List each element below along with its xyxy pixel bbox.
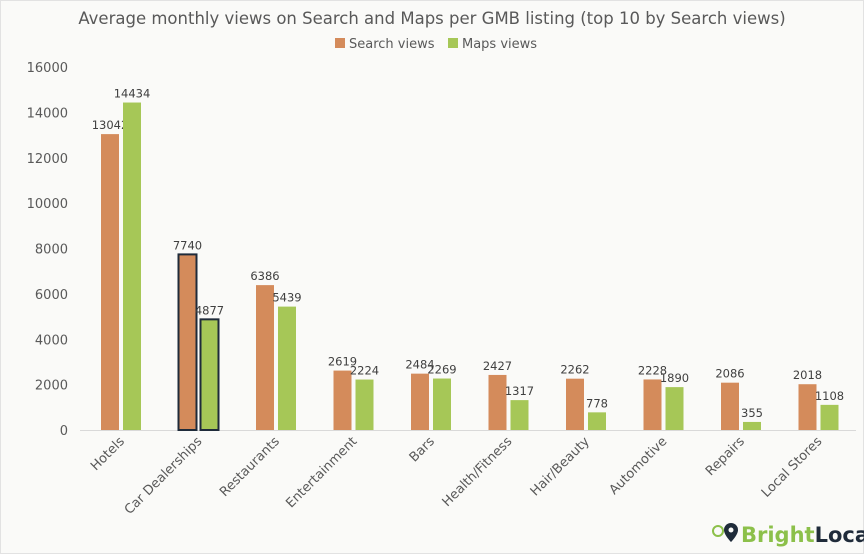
search-bar bbox=[798, 384, 817, 430]
maps-bar bbox=[433, 378, 451, 430]
x-tick-label: Hair/Beauty bbox=[528, 434, 593, 499]
data-label: 2484 bbox=[405, 358, 434, 372]
maps-bar bbox=[743, 421, 761, 430]
x-tick-label: Entertainment bbox=[283, 434, 360, 511]
data-label: 2619 bbox=[328, 355, 357, 369]
search-bar bbox=[488, 374, 507, 430]
x-tick-label: Health/Fitness bbox=[440, 434, 516, 510]
data-label: 1890 bbox=[660, 371, 689, 385]
data-label: 13042 bbox=[92, 118, 129, 132]
legend-swatch-search bbox=[335, 38, 345, 48]
data-label: 355 bbox=[741, 406, 763, 420]
x-tick-label: Hotels bbox=[88, 434, 128, 474]
data-label: 2427 bbox=[483, 359, 512, 373]
data-label: 5439 bbox=[272, 291, 301, 305]
x-tick-label: Local Stores bbox=[759, 434, 826, 501]
pin-dot bbox=[728, 527, 734, 533]
maps-bar bbox=[355, 379, 374, 430]
y-tick-label: 6000 bbox=[35, 288, 68, 303]
search-bar bbox=[643, 379, 662, 430]
data-label: 1108 bbox=[815, 389, 844, 403]
data-label: 6386 bbox=[250, 269, 279, 283]
data-label: 2228 bbox=[638, 363, 667, 377]
search-bar bbox=[333, 370, 352, 430]
data-label: 1317 bbox=[505, 384, 534, 398]
maps-bar bbox=[199, 318, 220, 431]
maps-bar bbox=[665, 387, 684, 430]
y-tick-label: 2000 bbox=[35, 379, 68, 394]
search-bar bbox=[721, 382, 739, 430]
x-tick-label: Car Dealerships bbox=[122, 434, 206, 518]
search-bar bbox=[256, 285, 274, 430]
search-bar bbox=[566, 378, 584, 430]
search-bar bbox=[411, 373, 429, 430]
search-bar bbox=[101, 134, 119, 430]
y-axis: 0 2000 4000 6000 8000 10000 12000 14000 16000 bbox=[27, 61, 68, 439]
logo-text-bright: Bright bbox=[741, 523, 815, 547]
y-tick-label: 8000 bbox=[35, 243, 68, 258]
chart-title: Average monthly views on Search and Maps… bbox=[78, 9, 785, 28]
data-label: 2269 bbox=[427, 363, 456, 377]
data-label: 2086 bbox=[715, 367, 744, 381]
search-bar bbox=[177, 253, 198, 431]
maps-bar bbox=[123, 102, 141, 430]
maps-bar bbox=[588, 412, 606, 430]
y-tick-label: 16000 bbox=[27, 61, 68, 76]
data-label: 2018 bbox=[793, 368, 822, 382]
x-tick-label: Automotive bbox=[607, 434, 671, 498]
brightlocal-logo: BrightLocal bbox=[712, 523, 864, 547]
x-tick-label: Repairs bbox=[703, 434, 748, 479]
data-label: 778 bbox=[586, 396, 608, 410]
pin-heart-icon bbox=[712, 525, 724, 537]
logo-text-local: Local bbox=[815, 523, 864, 547]
legend-label-search: Search views bbox=[349, 37, 435, 52]
legend: Search views Maps views bbox=[335, 37, 537, 52]
y-tick-label: 12000 bbox=[27, 152, 68, 167]
maps-bar bbox=[278, 306, 296, 430]
data-label: 4877 bbox=[195, 303, 224, 317]
data-label: 7740 bbox=[173, 238, 202, 252]
data-label: 14434 bbox=[114, 87, 151, 101]
logo-text: BrightLocal bbox=[741, 523, 864, 547]
y-tick-label: 0 bbox=[60, 424, 68, 439]
y-tick-label: 4000 bbox=[35, 333, 68, 348]
x-tick-label: Bars bbox=[407, 434, 438, 465]
data-label: 2224 bbox=[350, 364, 379, 378]
legend-swatch-maps bbox=[448, 38, 458, 48]
data-label: 2262 bbox=[560, 363, 589, 377]
y-tick-label: 14000 bbox=[27, 106, 68, 121]
y-tick-label: 10000 bbox=[27, 197, 68, 212]
maps-bar bbox=[820, 404, 839, 430]
legend-label-maps: Maps views bbox=[462, 37, 537, 52]
maps-bar bbox=[510, 400, 529, 430]
x-tick-label: Restaurants bbox=[217, 434, 283, 500]
